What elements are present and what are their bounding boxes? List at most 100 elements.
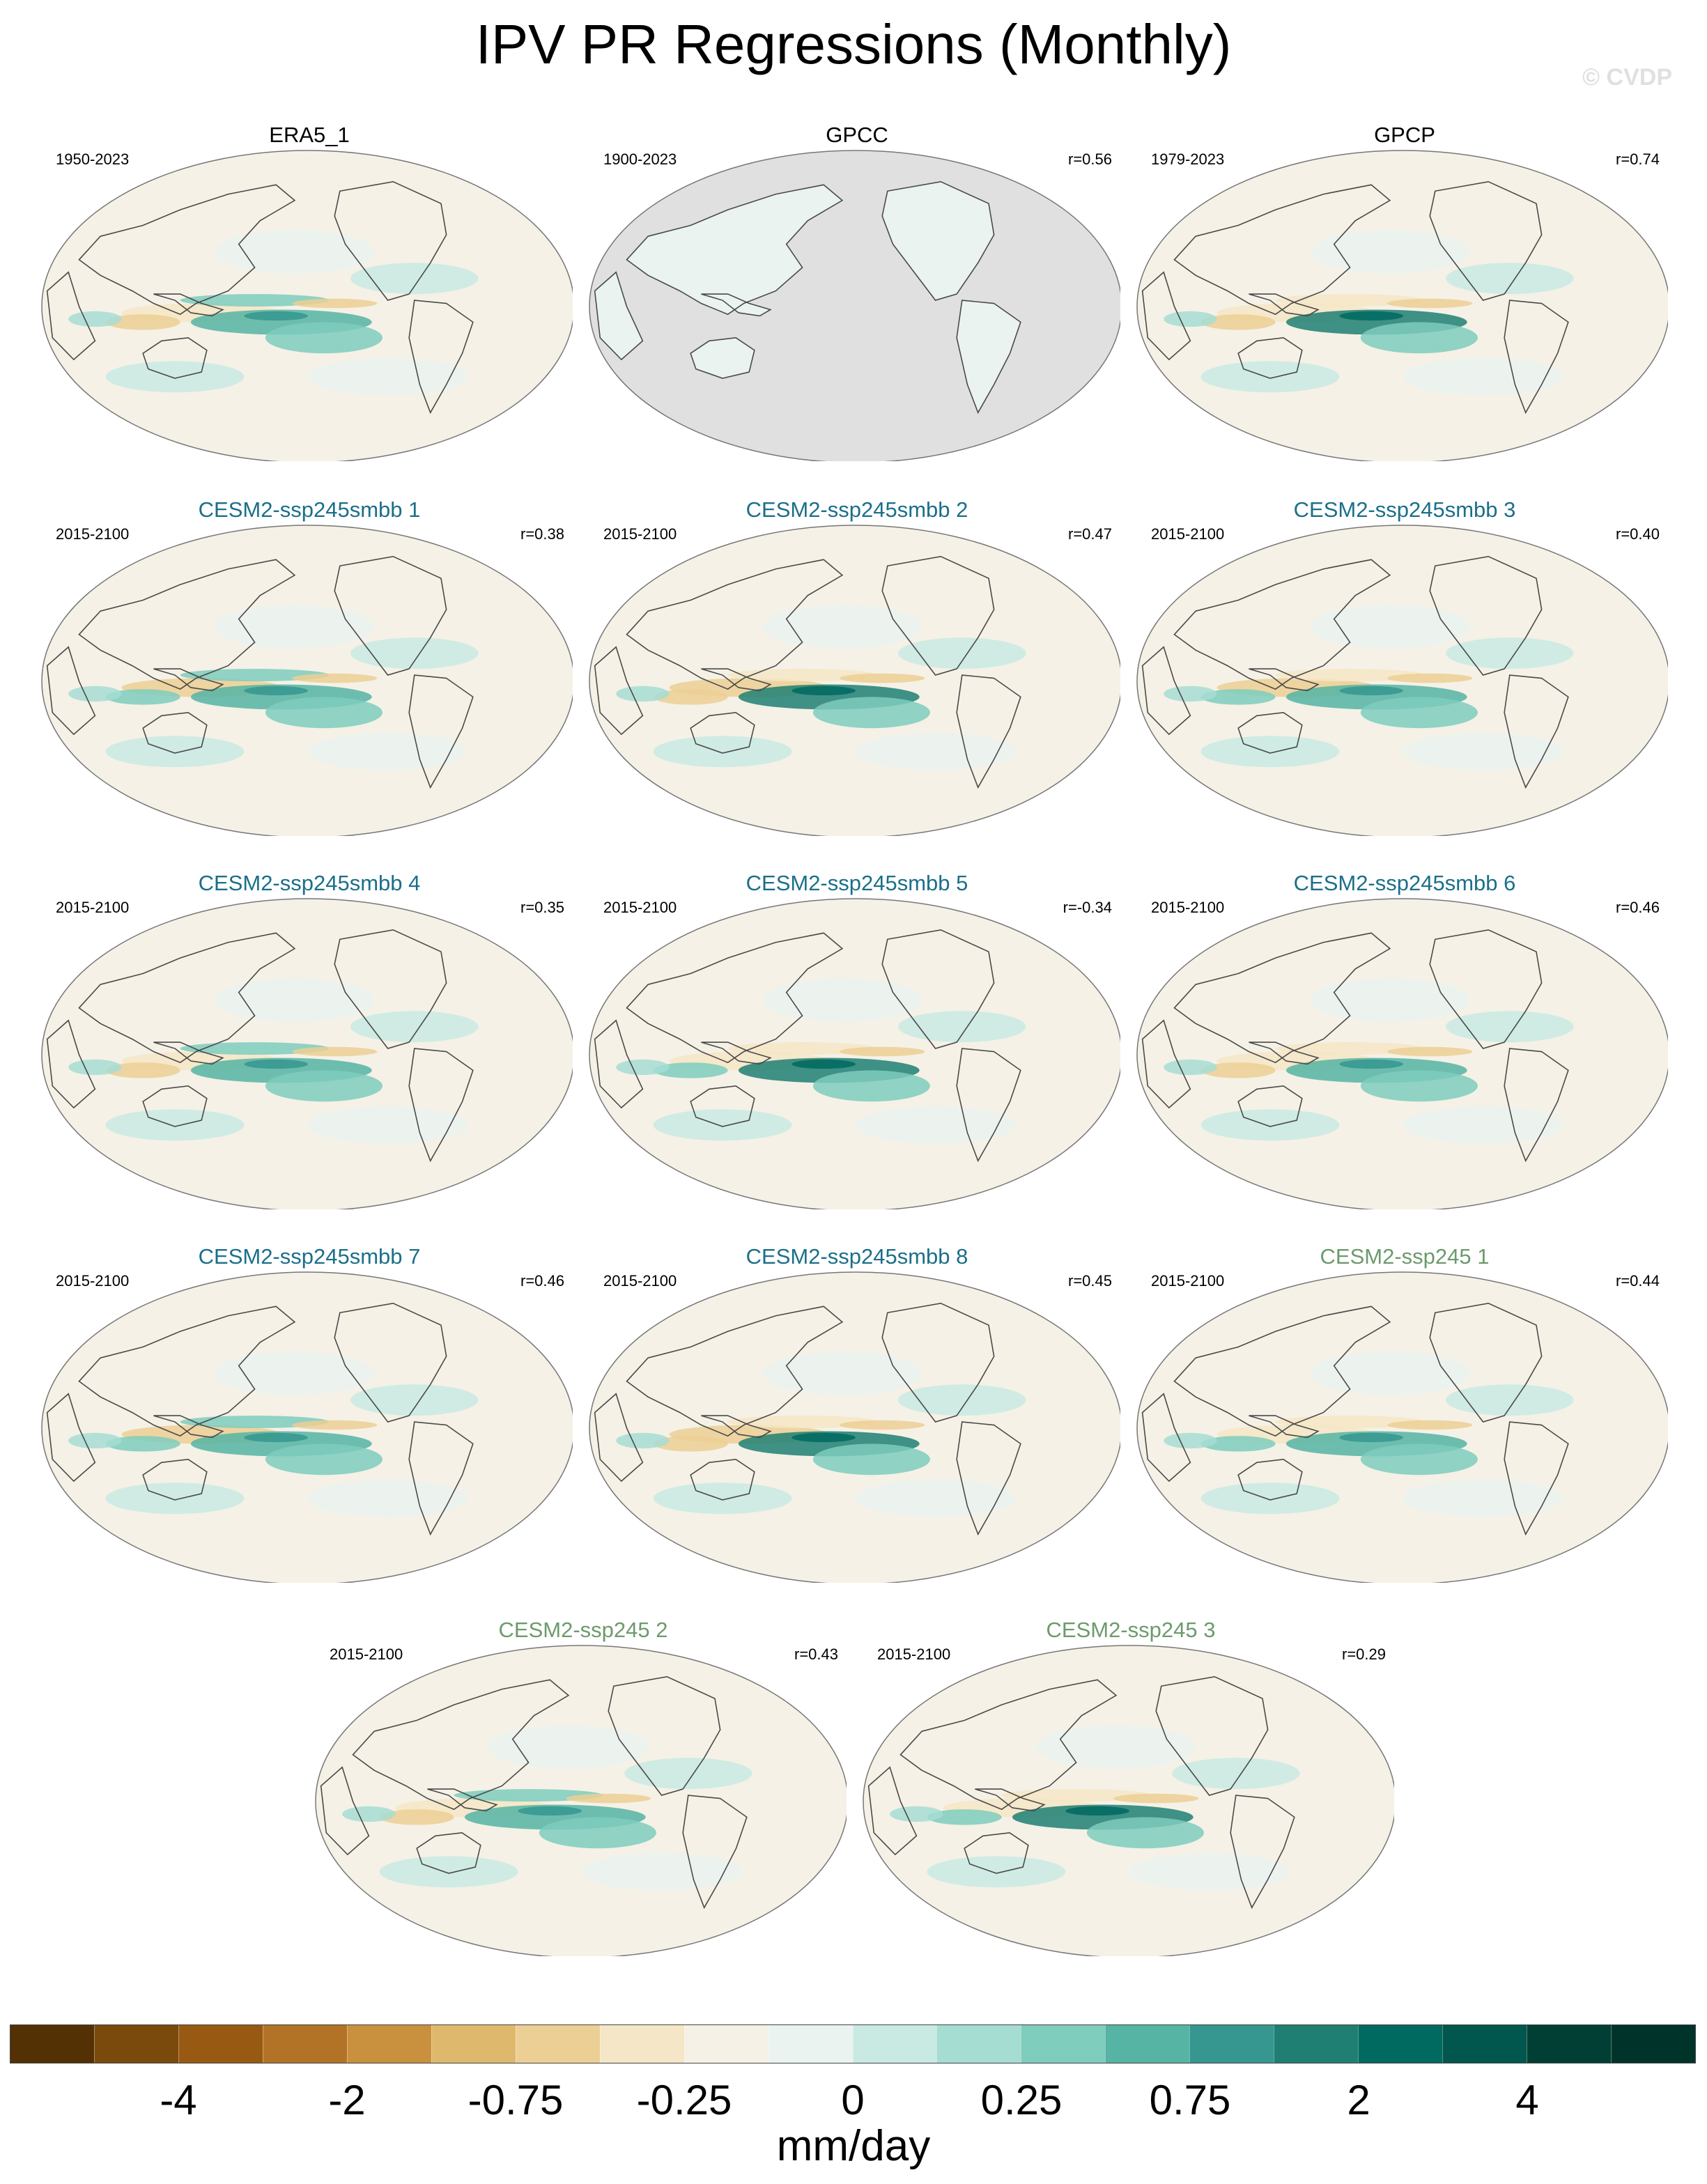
anomaly-contour <box>68 1432 122 1449</box>
map-border <box>589 1271 1120 1583</box>
anomaly-contour <box>1339 311 1403 321</box>
colorbar-tick-label: -0.75 <box>468 2077 564 2123</box>
coastline <box>334 929 447 1049</box>
anomaly-contour <box>898 1011 1026 1043</box>
anomaly-contour <box>1339 686 1403 696</box>
coastline <box>701 668 772 692</box>
panel-years: 2015-2100 <box>56 899 130 916</box>
anomaly-contour <box>890 1806 943 1822</box>
map-panel: GPCC 1900-2023 r=0.56 <box>584 120 1130 482</box>
anomaly-contour <box>791 1059 856 1069</box>
anomaly-contour <box>1387 1420 1473 1430</box>
panel-title: ERA5_1 <box>269 123 350 147</box>
anomaly-contour <box>762 978 922 1022</box>
land-field <box>690 337 755 379</box>
panel-correlation: r=0.40 <box>1616 525 1660 543</box>
anomaly-contour <box>215 1352 375 1395</box>
colorbar-tick-label: 4 <box>1515 2077 1539 2123</box>
coastline <box>1237 711 1303 754</box>
colorbar-swatch <box>1189 2025 1274 2063</box>
colorbar-tick-label: 2 <box>1347 2077 1370 2123</box>
anomaly-contour <box>1200 1482 1340 1515</box>
panel-years: 1900-2023 <box>603 150 677 168</box>
map-border <box>1136 150 1668 461</box>
coastline <box>956 674 1021 789</box>
anomaly-contour <box>812 1443 930 1476</box>
coastline <box>594 271 644 361</box>
panel-correlation: r=0.74 <box>1616 150 1660 168</box>
coastline <box>1504 674 1569 789</box>
anomaly-contour <box>105 314 180 330</box>
colorbar-swatch <box>10 2025 94 2063</box>
anomaly-contour <box>840 673 925 683</box>
map-panel: CESM2-ssp245smbb 1 2015-2100 r=0.38 <box>36 495 582 857</box>
regression-map <box>1136 898 1668 1209</box>
coastline <box>1237 336 1303 379</box>
panel-title: CESM2-ssp245 3 <box>1046 1618 1216 1642</box>
anomaly-contour <box>265 322 383 354</box>
anomaly-contour <box>840 1420 925 1430</box>
anomaly-contour <box>68 686 122 702</box>
coastline <box>881 1302 995 1423</box>
colorbar-tick-label: 0.75 <box>1149 2077 1231 2123</box>
anomaly-contour <box>1403 357 1563 396</box>
anomaly-contour <box>265 697 383 729</box>
anomaly-contour <box>342 1806 396 1822</box>
coastline <box>1504 300 1569 415</box>
panel-title: CESM2-ssp245smbb 8 <box>746 1244 968 1269</box>
coastline <box>142 1458 208 1501</box>
panel-years: 2015-2100 <box>1151 525 1225 543</box>
panel-years: 2015-2100 <box>330 1645 403 1663</box>
anomaly-contour <box>379 1856 518 1888</box>
coastline <box>608 1675 721 1796</box>
map-border <box>1136 525 1668 836</box>
panel-years: 2015-2100 <box>603 899 677 916</box>
anomaly-contour <box>244 1059 308 1069</box>
regression-map <box>589 150 1120 461</box>
coastline <box>46 646 96 736</box>
anomaly-contour <box>215 605 375 649</box>
anomaly-contour <box>927 1856 1066 1888</box>
anomaly-contour <box>1360 322 1478 354</box>
panel-correlation: r=0.29 <box>1342 1645 1386 1663</box>
anomaly-contour <box>653 689 728 705</box>
coastline <box>701 1041 772 1065</box>
panel-correlation: r=0.56 <box>1068 150 1112 168</box>
map-border <box>589 150 1120 461</box>
anomaly-contour <box>1164 1059 1217 1076</box>
map-panel: CESM2-ssp245 3 2015-2100 r=0.29 <box>858 1615 1404 1977</box>
coastline <box>594 1393 644 1482</box>
anomaly-contour <box>1164 686 1217 702</box>
land-field <box>594 272 643 360</box>
anomaly-contour <box>582 1852 742 1891</box>
panel-correlation: r=0.44 <box>1616 1272 1660 1290</box>
panel-years: 2015-2100 <box>877 1645 951 1663</box>
panel-title: GPCP <box>1374 123 1435 147</box>
coastline <box>142 711 208 754</box>
coastline <box>334 555 447 676</box>
map-panel: CESM2-ssp245smbb 7 2015-2100 r=0.46 <box>36 1241 582 1604</box>
anomaly-contour <box>1446 1011 1574 1043</box>
colorbar-swatch <box>1611 2025 1696 2063</box>
coastline <box>1173 559 1391 690</box>
anomaly-contour <box>653 1436 728 1452</box>
anomaly-contour <box>1200 361 1340 393</box>
anomaly-contour <box>616 686 670 702</box>
anomaly-contour <box>1387 673 1473 683</box>
anomaly-contour <box>1360 1070 1478 1102</box>
map-border <box>41 898 573 1209</box>
anomaly-contour <box>856 1479 1016 1517</box>
panel-years: 2015-2100 <box>56 1272 130 1290</box>
anomaly-contour <box>927 1809 1002 1825</box>
colorbar-swatch <box>178 2025 263 2063</box>
coastline <box>153 1041 224 1065</box>
anomaly-contour <box>762 605 922 649</box>
coastline <box>1249 668 1320 692</box>
anomaly-contour <box>105 1109 245 1141</box>
anomaly-contour <box>265 1443 383 1476</box>
anomaly-contour <box>1360 1443 1478 1476</box>
colorbar-swatch <box>852 2025 937 2063</box>
coastline <box>1230 1795 1295 1910</box>
anomaly-contour <box>292 298 378 309</box>
regression-map <box>315 1645 847 1956</box>
